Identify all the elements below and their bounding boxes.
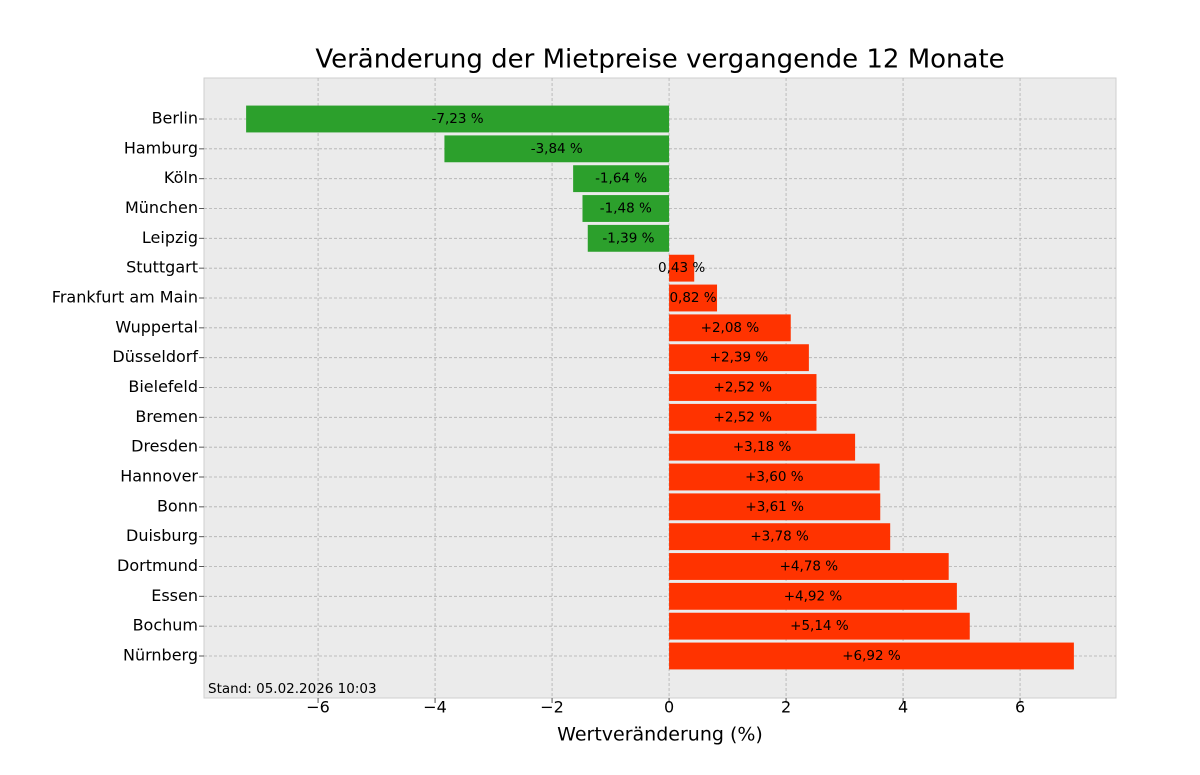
x-tick-label: −4: [423, 698, 447, 717]
value-label: +6,92 %: [842, 648, 901, 664]
bar: [587, 224, 670, 252]
y-tick-label: Duisburg: [126, 526, 198, 545]
y-tick-label: Dresden: [131, 437, 198, 456]
bar: [669, 374, 817, 401]
bar: [444, 135, 670, 163]
y-tick-label: Leipzig: [142, 228, 198, 247]
y-tick-label: Köln: [164, 168, 198, 187]
y-tick-label: Bonn: [157, 496, 198, 515]
bar: [669, 582, 957, 610]
y-tick-label: Wuppertal: [115, 317, 198, 336]
x-tick-label: 4: [898, 698, 908, 717]
bar: [669, 314, 791, 342]
y-tick-label: Stuttgart: [126, 258, 198, 277]
y-tick-label: Hannover: [120, 467, 198, 486]
x-tick-label: 2: [781, 698, 791, 717]
y-tick-label: Hamburg: [124, 138, 198, 157]
bar: [669, 642, 1074, 670]
bar: [669, 403, 817, 431]
x-tick-label: −2: [540, 698, 564, 717]
value-label: +3,18 %: [733, 439, 792, 455]
y-tick-label: Dortmund: [117, 556, 198, 575]
y-tick-label: Essen: [151, 586, 198, 605]
x-tick-label: 0: [664, 698, 674, 717]
value-label: +4,78 %: [780, 559, 839, 575]
x-tick-label: −6: [306, 698, 330, 717]
y-tick-label: Frankfurt am Main: [52, 288, 198, 307]
value-label: -1,64 %: [595, 171, 647, 187]
bar: [582, 195, 670, 222]
y-tick-label: Bielefeld: [128, 377, 198, 396]
y-tick-label: Düsseldorf: [112, 347, 198, 366]
value-label: -7,23 %: [432, 111, 484, 127]
x-tick-label: 6: [1015, 698, 1025, 717]
value-label: +2,52 %: [714, 409, 773, 425]
bar: [669, 553, 949, 580]
bar: [669, 523, 891, 551]
y-tick-label: Bochum: [133, 616, 198, 635]
y-tick-label: Nürnberg: [123, 646, 198, 665]
value-label: -1,48 %: [600, 201, 652, 217]
value-label: -3,84 %: [531, 141, 583, 157]
bar: [669, 493, 881, 521]
bar: [669, 284, 718, 312]
bar: [246, 105, 670, 133]
bar: [573, 165, 670, 193]
value-label: 0,43 %: [658, 260, 705, 276]
value-label: +2,08 %: [701, 320, 760, 336]
bar: [669, 463, 880, 491]
y-tick-label: München: [125, 198, 198, 217]
value-label: -1,39 %: [602, 230, 654, 246]
chart-title: Veränderung der Mietpreise vergangende 1…: [315, 45, 1004, 75]
value-label: +2,52 %: [714, 380, 773, 396]
bar: [669, 433, 856, 461]
annotation: Stand: 05.02.2026 10:03: [208, 681, 377, 697]
bar: [669, 612, 970, 640]
value-label: +5,14 %: [790, 618, 849, 634]
value-label: +2,39 %: [710, 350, 769, 366]
value-label: +3,78 %: [750, 529, 809, 545]
value-label: 0,82 %: [669, 290, 716, 306]
value-label: +3,60 %: [745, 469, 804, 485]
value-label: +4,92 %: [784, 588, 843, 604]
value-label: +3,61 %: [745, 499, 804, 515]
y-tick-label: Bremen: [135, 407, 198, 426]
x-axis-label: Wertveränderung (%): [557, 724, 763, 746]
y-tick-label: Berlin: [152, 109, 198, 128]
bar: [669, 254, 695, 282]
bar: [669, 344, 809, 372]
